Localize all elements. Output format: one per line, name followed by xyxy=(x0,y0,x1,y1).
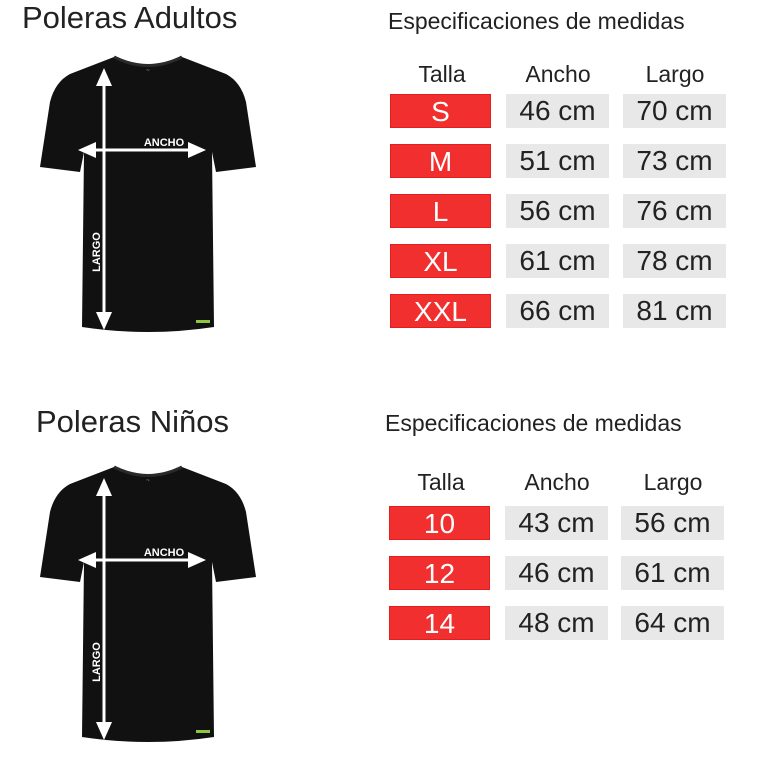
cell-largo: 78 cm xyxy=(623,244,726,278)
cell-largo: 70 cm xyxy=(623,94,726,128)
cell-talla: L xyxy=(390,194,491,228)
cell-ancho: 46 cm xyxy=(505,556,608,590)
cell-talla: 14 xyxy=(389,606,490,640)
kids-tshirt-diagram: ANCHO LARGO ~ xyxy=(36,462,260,757)
header-ancho: Ancho xyxy=(525,61,591,87)
logo-hem xyxy=(196,320,210,323)
ancho-label: ANCHO xyxy=(144,137,185,149)
cell-largo: 81 cm xyxy=(623,294,726,328)
adults-spec-title: Especificaciones de medidas xyxy=(388,8,685,34)
cell-ancho: 51 cm xyxy=(506,144,609,178)
largo-label: LARGO xyxy=(91,642,103,682)
kids-spec-title: Especificaciones de medidas xyxy=(385,410,682,436)
largo-arrow xyxy=(96,68,112,330)
header-largo: Largo xyxy=(645,61,705,87)
ancho-arrow xyxy=(78,552,206,568)
header-ancho: Ancho xyxy=(524,469,590,495)
cell-largo: 61 cm xyxy=(621,556,724,590)
cell-largo: 76 cm xyxy=(623,194,726,228)
kids-title: Poleras Niños xyxy=(36,404,229,439)
cell-largo: 73 cm xyxy=(623,144,726,178)
header-talla: Talla xyxy=(418,61,466,87)
largo-arrow xyxy=(96,478,112,740)
cell-ancho: 46 cm xyxy=(506,94,609,128)
cell-largo: 56 cm xyxy=(621,506,724,540)
cell-ancho: 66 cm xyxy=(506,294,609,328)
cell-talla: 12 xyxy=(389,556,490,590)
ancho-label: ANCHO xyxy=(144,547,185,559)
cell-talla: S xyxy=(390,94,491,128)
logo-neck: ~ xyxy=(146,68,150,74)
cell-ancho: 61 cm xyxy=(506,244,609,278)
cell-talla: XXL xyxy=(390,294,491,328)
largo-label: LARGO xyxy=(91,232,103,272)
cell-ancho: 43 cm xyxy=(505,506,608,540)
cell-talla: XL xyxy=(390,244,491,278)
tshirt-icon: ANCHO LARGO ~ xyxy=(40,465,256,742)
ancho-arrow xyxy=(78,142,206,158)
header-largo: Largo xyxy=(643,469,703,495)
cell-talla: 10 xyxy=(389,506,490,540)
adults-title: Poleras Adultos xyxy=(22,0,238,35)
logo-hem xyxy=(196,730,210,733)
cell-largo: 64 cm xyxy=(621,606,724,640)
logo-neck: ~ xyxy=(146,478,150,484)
adult-tshirt-diagram: ANCHO LARGO ~ xyxy=(36,52,260,347)
cell-ancho: 48 cm xyxy=(505,606,608,640)
header-talla: Talla xyxy=(417,469,465,495)
tshirt-icon: ANCHO LARGO ~ xyxy=(40,55,256,332)
cell-talla: M xyxy=(390,144,491,178)
cell-ancho: 56 cm xyxy=(506,194,609,228)
